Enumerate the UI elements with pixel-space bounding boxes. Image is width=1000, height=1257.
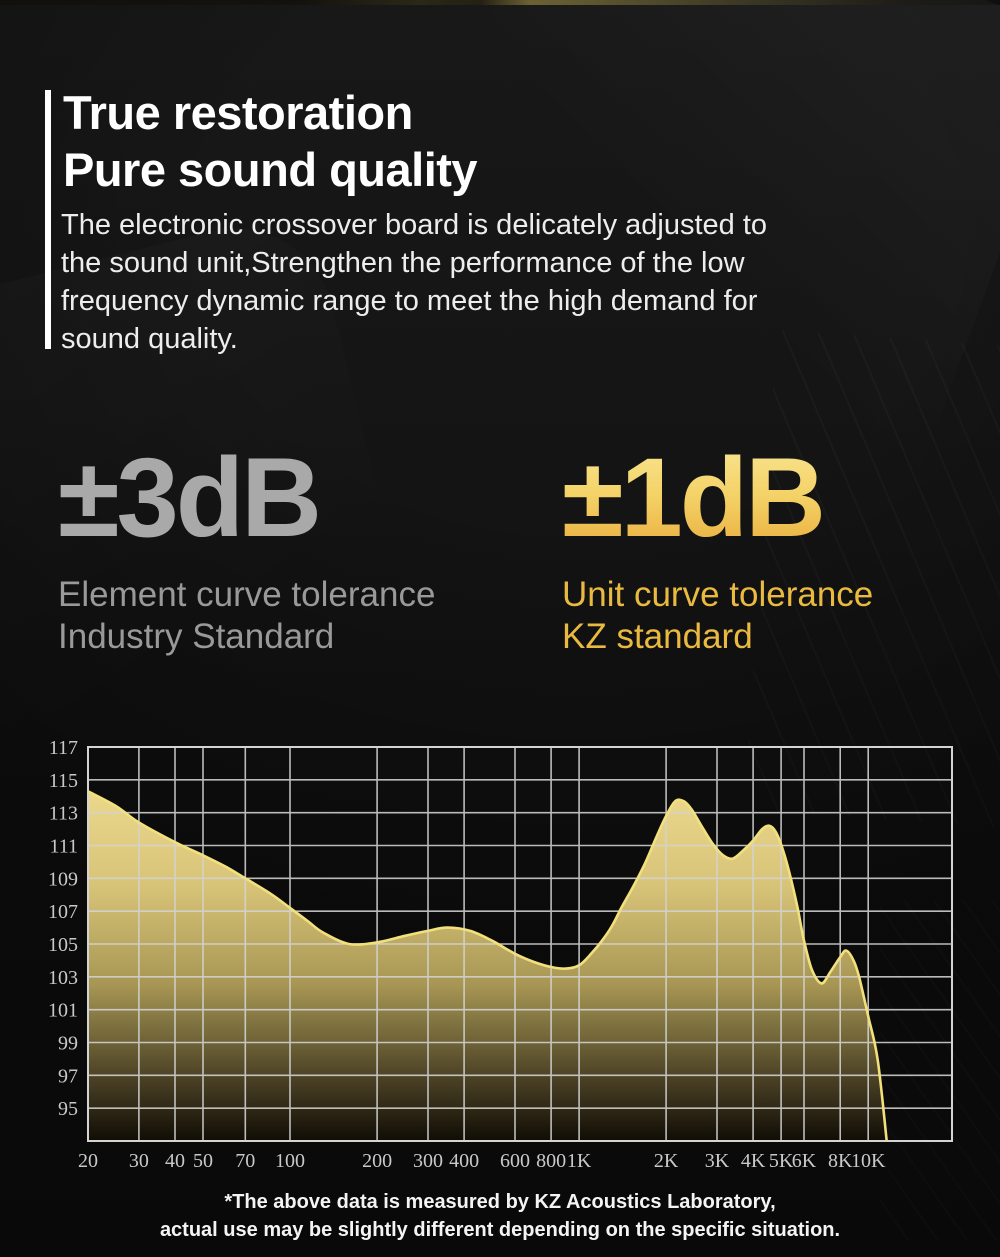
- industry-tolerance-label-line-2: Industry Standard: [58, 617, 335, 656]
- intro-line: the sound unit,Strengthen the performanc…: [61, 247, 745, 279]
- x-axis-tick-label: 3K: [705, 1150, 730, 1172]
- kz-tolerance-value: ±1dB: [562, 438, 873, 558]
- x-axis-tick-label: 20: [78, 1150, 98, 1172]
- y-axis-tick-label: 115: [49, 770, 78, 792]
- x-axis-tick-label: 800: [536, 1150, 566, 1172]
- industry-tolerance-label: Element curve tolerance Industry Standar…: [58, 574, 435, 658]
- y-axis-tick-label: 117: [49, 737, 78, 759]
- y-axis-tick-label: 109: [48, 868, 78, 890]
- x-axis-tick-label: 2K: [654, 1150, 679, 1172]
- title-accent-bar: [45, 90, 51, 349]
- disclaimer-line-2: actual use may be slightly different dep…: [159, 1219, 841, 1241]
- page-title-line-1: True restoration: [63, 86, 413, 139]
- y-axis-tick-label: 95: [58, 1098, 78, 1120]
- x-axis-tick-label: 400: [449, 1150, 479, 1172]
- y-axis-tick-label: 99: [58, 1033, 78, 1055]
- y-axis-tick-label: 105: [48, 934, 78, 956]
- guitar-strings-decoration: [880, 900, 1000, 1240]
- frequency-response-chart: 117 115 113 111 109 107 105 103 101 99 97 95 20 30 40 5…: [48, 737, 953, 1172]
- x-axis-tick-label: 600: [500, 1150, 530, 1172]
- intro-line: sound quality.: [61, 323, 238, 355]
- y-axis-tick-label: 107: [48, 901, 78, 923]
- top-strip-decoration: [0, 0, 1000, 5]
- x-axis-tick-label: 30: [129, 1150, 149, 1172]
- intro-paragraph: The electronic crossover board is delica…: [61, 206, 767, 358]
- y-axis-tick-label: 101: [48, 1000, 78, 1022]
- y-axis-tick-label: 113: [49, 803, 78, 825]
- page-title: True restoration Pure sound quality: [63, 84, 478, 198]
- x-axis-tick-label: 5K: [769, 1150, 794, 1172]
- stat-kz-tolerance: ±1dB Unit curve tolerance KZ standard: [562, 438, 873, 658]
- kz-tolerance-label-line-1: Unit curve tolerance: [562, 575, 874, 614]
- kz-tolerance-label: Unit curve tolerance KZ standard: [562, 574, 873, 658]
- stat-industry-tolerance: ±3dB Element curve tolerance Industry St…: [58, 438, 435, 658]
- y-axis-tick-label: 111: [49, 836, 78, 858]
- chart-grid: [87, 746, 952, 1141]
- industry-tolerance-label-line-1: Element curve tolerance: [58, 575, 436, 614]
- x-axis-tick-label: 100: [275, 1150, 305, 1172]
- y-axis-tick-label: 97: [58, 1065, 78, 1087]
- disclaimer: *The above data is measured by KZ Acoust…: [0, 1188, 1000, 1244]
- intro-line: The electronic crossover board is delica…: [61, 209, 768, 241]
- x-axis-tick-label: 10K: [851, 1150, 886, 1172]
- industry-tolerance-value: ±3dB: [58, 435, 322, 560]
- y-axis-tick-label: 103: [48, 967, 78, 989]
- x-axis-tick-label: 50: [193, 1150, 213, 1172]
- chart-frame: [87, 746, 953, 1142]
- intro-line: frequency dynamic range to meet the high…: [61, 285, 758, 317]
- kz-tolerance-label-line-2: KZ standard: [562, 617, 753, 656]
- x-axis-tick-label: 40: [165, 1150, 185, 1172]
- disclaimer-line-1: *The above data is measured by KZ Acoust…: [224, 1191, 776, 1213]
- x-axis-tick-label: 6K: [792, 1150, 817, 1172]
- x-axis-tick-label: 200: [362, 1150, 392, 1172]
- x-axis-tick-label: 4K: [741, 1150, 766, 1172]
- x-axis-tick-label: 70: [235, 1150, 255, 1172]
- response-curve-line: [88, 790, 889, 1141]
- x-axis-tick-label: 1K: [567, 1150, 592, 1172]
- page-title-line-2: Pure sound quality: [63, 143, 478, 196]
- x-axis-tick-label: 8K: [828, 1150, 853, 1172]
- x-axis-tick-label: 300: [413, 1150, 443, 1172]
